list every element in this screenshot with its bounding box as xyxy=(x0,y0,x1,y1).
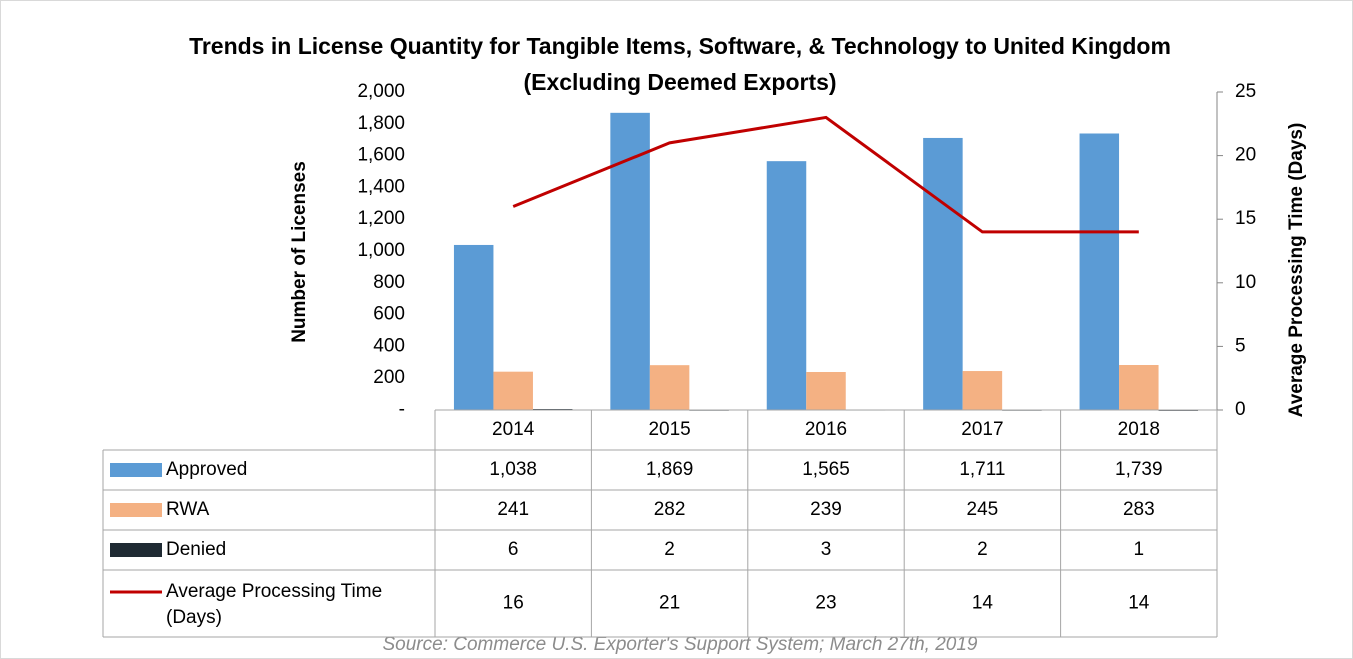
table-cell: 3 xyxy=(821,539,832,560)
y2-tick-label: 10 xyxy=(1235,272,1256,293)
table-cell: 1 xyxy=(1134,539,1145,560)
table-cell: 1,869 xyxy=(646,459,694,480)
y-tick-label: 600 xyxy=(373,304,405,325)
table-cell: 1,038 xyxy=(489,459,537,480)
table-cell: 245 xyxy=(967,499,999,520)
y-tick-label: 1,400 xyxy=(357,176,405,197)
y-tick-label: 1,200 xyxy=(357,208,405,229)
bar xyxy=(493,371,533,410)
legend-key xyxy=(110,463,162,477)
table-cell: 14 xyxy=(1128,593,1150,614)
y2-tick-label: 15 xyxy=(1235,208,1256,229)
y2-axis-label: Average Processing Time (Days) xyxy=(1286,123,1307,418)
table-cell: 21 xyxy=(659,593,680,614)
legend-label: Average Processing Time (Days) xyxy=(166,581,383,628)
bar xyxy=(1079,133,1120,410)
line-series xyxy=(512,115,1139,234)
y-tick-label: 1,800 xyxy=(357,113,405,134)
table-cell: 2 xyxy=(977,539,988,560)
table-cell: 16 xyxy=(503,593,524,614)
table-cell: 1,739 xyxy=(1115,459,1163,480)
legend-key xyxy=(110,503,162,517)
table-cell: 282 xyxy=(654,499,686,520)
bar xyxy=(453,244,494,410)
y2-tick-label: 20 xyxy=(1235,145,1256,166)
table-cell: 14 xyxy=(972,593,994,614)
bar xyxy=(649,365,690,410)
table-cell: 1,711 xyxy=(959,459,1005,480)
x-tick-label: 2017 xyxy=(961,419,1003,440)
x-tick-label: 2016 xyxy=(805,419,847,440)
table-cell: 239 xyxy=(810,499,842,520)
table-cell: 241 xyxy=(497,499,529,520)
legend-label: Denied xyxy=(166,539,226,560)
bar xyxy=(962,371,1003,410)
y-tick-label: 200 xyxy=(373,367,405,388)
bar xyxy=(766,161,807,410)
table-cell: 6 xyxy=(508,539,519,560)
bar xyxy=(1119,365,1159,410)
y-tick-label: 800 xyxy=(373,272,405,293)
chart-title: Trends in License Quantity for Tangible … xyxy=(189,33,1171,95)
y-tick-label: 1,600 xyxy=(357,145,405,166)
y-tick-label: 2,000 xyxy=(357,81,405,102)
x-tick-label: 2014 xyxy=(492,419,535,440)
table-cell: 1,565 xyxy=(802,459,850,480)
y-tick-label: 1,000 xyxy=(357,240,405,261)
y2-tick-label: 25 xyxy=(1235,81,1256,102)
y-axis-label: Number of Licenses xyxy=(289,161,310,343)
table-cell: 23 xyxy=(815,593,836,614)
legend-label: RWA xyxy=(166,499,210,520)
legend-label: Approved xyxy=(166,459,247,480)
table-cell: 283 xyxy=(1123,499,1155,520)
bar xyxy=(610,112,650,410)
x-tick-label: 2018 xyxy=(1118,419,1160,440)
legend-key xyxy=(110,543,162,557)
source-note: Source: Commerce U.S. Exporter's Support… xyxy=(383,634,978,655)
x-tick-label: 2015 xyxy=(648,419,690,440)
y2-tick-label: 0 xyxy=(1235,399,1246,420)
bar xyxy=(923,137,963,411)
table-cell: 2 xyxy=(664,539,675,560)
y-tick-label: 400 xyxy=(373,335,405,356)
y-tick-label: - xyxy=(399,399,405,420)
y2-tick-label: 5 xyxy=(1235,335,1246,356)
bar xyxy=(806,371,846,410)
